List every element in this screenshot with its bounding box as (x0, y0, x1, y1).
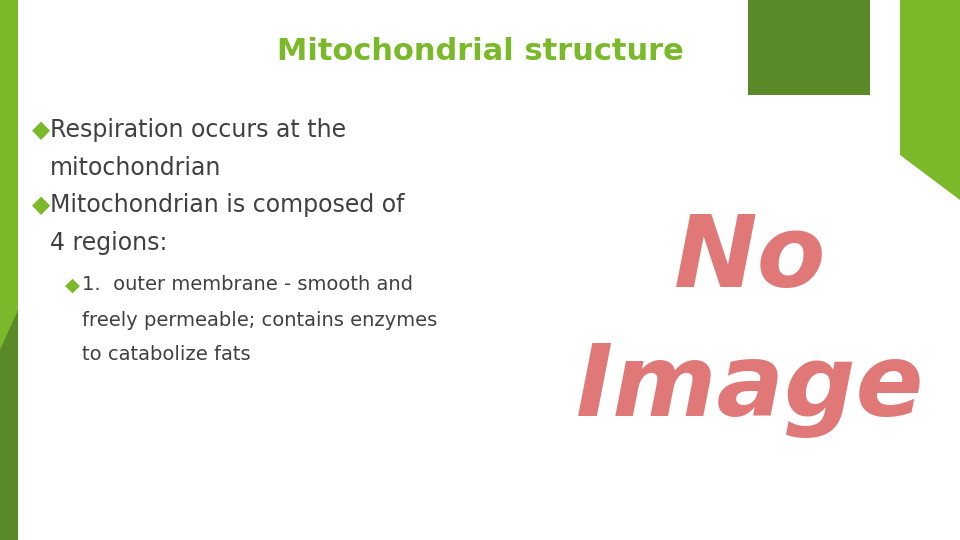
Text: Image: Image (576, 341, 924, 438)
Polygon shape (900, 0, 960, 200)
Text: Respiration occurs at the: Respiration occurs at the (50, 118, 347, 142)
Polygon shape (750, 0, 960, 140)
Text: mitochondrian: mitochondrian (50, 156, 222, 180)
Text: 4 regions:: 4 regions: (50, 231, 167, 255)
Bar (0, 95, 18, 540)
Text: Mitochondrial structure: Mitochondrial structure (276, 37, 684, 66)
Polygon shape (0, 310, 18, 540)
Text: No: No (674, 212, 827, 308)
Text: ◆: ◆ (65, 275, 80, 294)
Polygon shape (0, 340, 18, 540)
Text: ◆: ◆ (32, 193, 50, 217)
Text: 1.  outer membrane - smooth and: 1. outer membrane - smooth and (82, 275, 413, 294)
Text: freely permeable; contains enzymes: freely permeable; contains enzymes (82, 310, 437, 329)
Polygon shape (870, 0, 900, 155)
Polygon shape (748, 0, 870, 95)
Polygon shape (0, 95, 960, 540)
Text: to catabolize fats: to catabolize fats (82, 346, 251, 365)
Text: ◆: ◆ (32, 118, 50, 142)
Text: Mitochondrian is composed of: Mitochondrian is composed of (50, 193, 404, 217)
Polygon shape (900, 0, 960, 200)
Bar (0, 0, 18, 540)
